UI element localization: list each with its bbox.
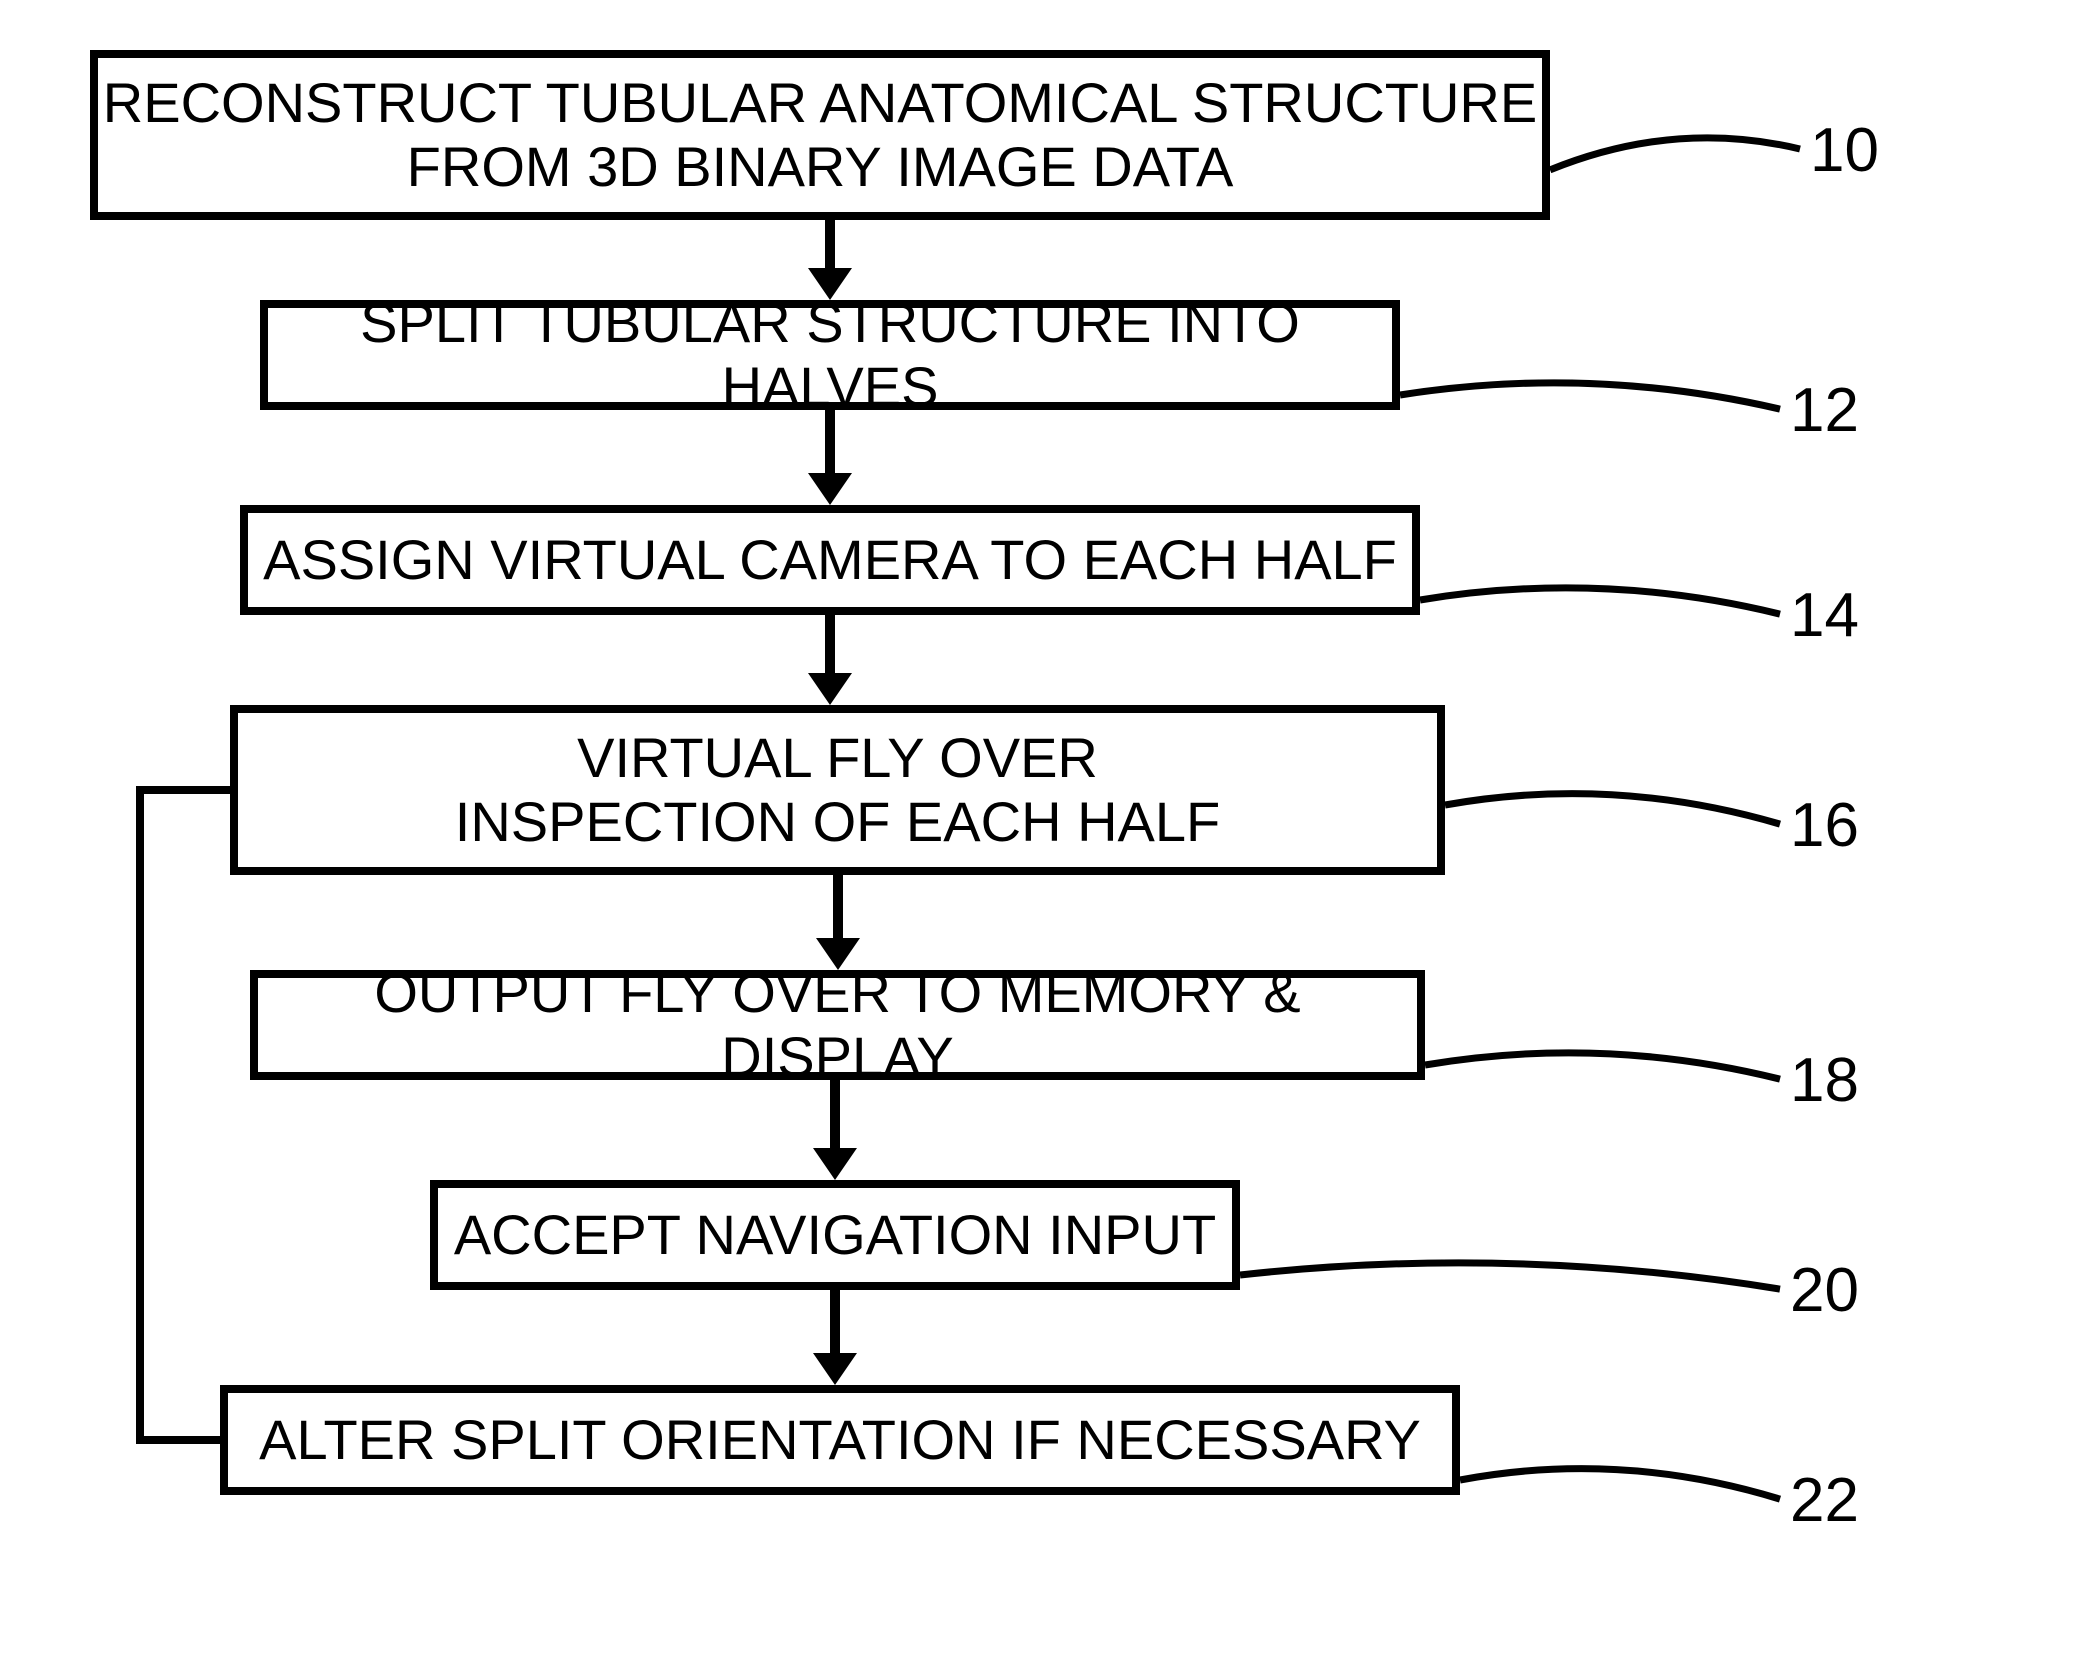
arrow-head-b16-b18 [816,938,860,970]
flowchart-step-b20: ACCEPT NAVIGATION INPUT [430,1180,1240,1290]
step-number-20: 20 [1790,1255,1859,1326]
arrow-head-b14-b16 [808,673,852,705]
feedback-seg-out [140,1436,220,1444]
flowchart-canvas: RECONSTRUCT TUBULAR ANATOMICAL STRUCTURE… [0,0,2081,1666]
arrow-b20-b22 [830,1290,840,1353]
flowchart-step-b16: VIRTUAL FLY OVER INSPECTION OF EACH HALF [230,705,1445,875]
flowchart-step-b10: RECONSTRUCT TUBULAR ANATOMICAL STRUCTURE… [90,50,1550,220]
leader-14 [1415,560,1785,654]
arrow-b18-b20 [830,1080,840,1148]
feedback-seg-up [136,786,144,1444]
arrow-head-b18-b20 [813,1148,857,1180]
flowchart-step-b22: ALTER SPLIT ORIENTATION IF NECESSARY [220,1385,1460,1495]
step-number-22: 22 [1790,1465,1859,1536]
arrow-b10-b12 [825,220,835,268]
arrow-b14-b16 [825,615,835,673]
leader-10 [1545,109,1805,210]
leader-12 [1395,355,1785,449]
step-number-14: 14 [1790,580,1859,651]
step-number-16: 16 [1790,790,1859,861]
leader-16 [1440,765,1785,864]
flowchart-step-b18: OUTPUT FLY OVER TO MEMORY & DISPLAY [250,970,1425,1080]
step-number-18: 18 [1790,1045,1859,1116]
arrow-head-b10-b12 [808,268,852,300]
arrow-head-b12-b14 [808,473,852,505]
feedback-seg-in [140,786,230,794]
arrow-b16-b18 [833,875,843,938]
leader-22 [1455,1440,1785,1539]
leader-20 [1235,1235,1785,1329]
step-number-10: 10 [1810,115,1879,186]
flowchart-step-b12: SPLIT TUBULAR STRUCTURE INTO HALVES [260,300,1400,410]
arrow-head-b20-b22 [813,1353,857,1385]
leader-18 [1420,1025,1785,1119]
flowchart-step-b14: ASSIGN VIRTUAL CAMERA TO EACH HALF [240,505,1420,615]
step-number-12: 12 [1790,375,1859,446]
arrow-b12-b14 [825,410,835,473]
